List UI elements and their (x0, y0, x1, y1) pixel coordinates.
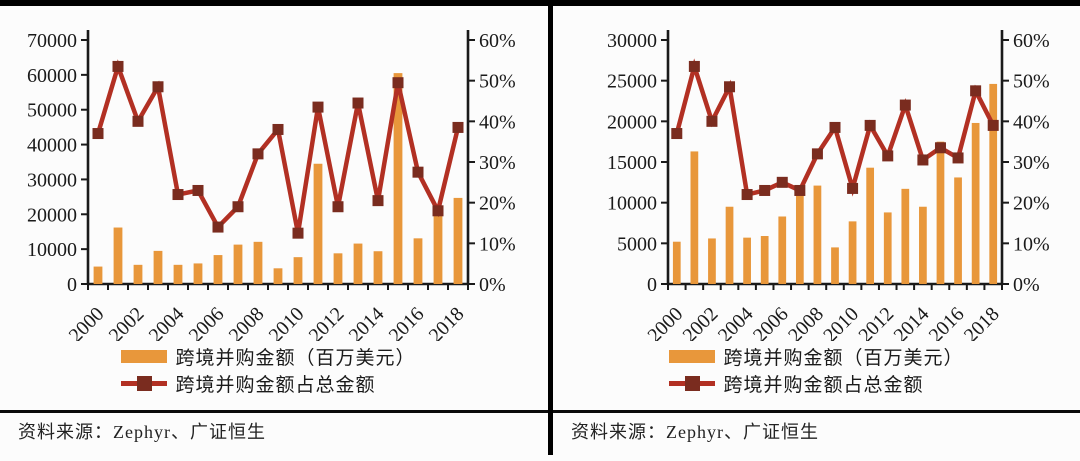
line-series-swatch-icon (121, 376, 168, 391)
svg-text:50%: 50% (1013, 71, 1050, 93)
right-chart-legend: 跨境并购金额（百万美元） 跨境并购金额占总金额 (669, 343, 963, 397)
legend-label-line: 跨境并购金额占总金额 (723, 375, 924, 396)
svg-text:2006: 2006 (749, 303, 793, 341)
svg-text:30000: 30000 (27, 169, 77, 191)
svg-text:10%: 10% (479, 233, 516, 255)
svg-text:30%: 30% (1013, 152, 1050, 174)
svg-text:60%: 60% (1013, 30, 1050, 52)
svg-text:2014: 2014 (345, 303, 389, 341)
legend-item-line: 跨境并购金额占总金额 (121, 370, 415, 397)
source-text: 资料来源：Zephyr、广证恒生 (571, 422, 819, 442)
svg-text:2010: 2010 (819, 303, 863, 341)
svg-text:20000: 20000 (607, 111, 657, 133)
svg-text:2012: 2012 (305, 303, 349, 341)
top-border-rule (0, 0, 1080, 6)
svg-text:10%: 10% (1013, 233, 1050, 255)
svg-text:2012: 2012 (854, 303, 898, 341)
svg-text:2004: 2004 (145, 303, 189, 341)
line-swatch-marker (685, 376, 701, 391)
svg-text:5000: 5000 (617, 233, 657, 255)
svg-text:2002: 2002 (679, 303, 723, 341)
svg-text:25000: 25000 (607, 71, 657, 93)
chart-panel-right: 0 5000 10000 15000 20000 25000 30000 0% 10% 20% 30… (553, 6, 1080, 410)
svg-text:20%: 20% (1013, 193, 1050, 215)
svg-text:40000: 40000 (27, 135, 77, 157)
svg-text:60%: 60% (479, 30, 516, 52)
legend-item-line: 跨境并购金额占总金额 (669, 370, 963, 397)
svg-text:40%: 40% (479, 111, 516, 133)
legend-label-line: 跨境并购金额占总金额 (175, 375, 376, 396)
right-combo-chart: 0 5000 10000 15000 20000 25000 30000 0% 10% 20% 30… (607, 30, 1050, 341)
svg-text:2018: 2018 (425, 303, 469, 341)
legend-item-bar: 跨境并购金额（百万美元） (121, 343, 415, 370)
svg-text:0%: 0% (479, 274, 506, 296)
svg-text:0: 0 (647, 274, 657, 296)
svg-text:40%: 40% (1013, 111, 1050, 133)
chart-panel-left: 0 10000 20000 30000 40000 50000 60000 70000 0% 10… (0, 6, 537, 410)
svg-text:2002: 2002 (105, 303, 149, 341)
svg-text:0%: 0% (1013, 274, 1040, 296)
svg-text:2004: 2004 (714, 303, 758, 341)
svg-text:15000: 15000 (607, 152, 657, 174)
svg-text:30%: 30% (479, 152, 516, 174)
svg-text:10000: 10000 (607, 193, 657, 215)
line-swatch-marker (137, 376, 153, 391)
left-chart-legend: 跨境并购金额（百万美元） 跨境并购金额占总金额 (121, 343, 415, 397)
svg-text:20000: 20000 (27, 204, 77, 226)
svg-text:2000: 2000 (643, 303, 687, 341)
source-text: 资料来源：Zephyr、广证恒生 (18, 422, 266, 442)
svg-text:50%: 50% (479, 71, 516, 93)
svg-text:30000: 30000 (607, 30, 657, 52)
legend-item-bar: 跨境并购金额（百万美元） (669, 343, 963, 370)
bar-series-swatch-icon (669, 350, 716, 363)
bar-series-swatch-icon (121, 350, 168, 363)
svg-text:2014: 2014 (890, 303, 934, 341)
svg-text:2018: 2018 (960, 303, 1004, 341)
source-divider-rule (0, 410, 1080, 413)
svg-text:0: 0 (67, 274, 77, 296)
svg-text:2000: 2000 (65, 303, 109, 341)
svg-text:2016: 2016 (925, 303, 969, 341)
svg-text:2006: 2006 (185, 303, 229, 341)
source-note-right: 资料来源：Zephyr、广证恒生 (571, 418, 819, 444)
panel-divider-rule (548, 0, 553, 455)
legend-label-bar: 跨境并购金额（百万美元） (175, 348, 416, 369)
svg-text:2016: 2016 (385, 303, 429, 341)
svg-text:20%: 20% (479, 193, 516, 215)
svg-text:70000: 70000 (27, 30, 77, 52)
line-series-swatch-icon (669, 376, 716, 391)
source-note-left: 资料来源：Zephyr、广证恒生 (18, 418, 266, 444)
svg-text:2010: 2010 (265, 303, 309, 341)
svg-text:2008: 2008 (225, 303, 269, 341)
svg-text:2008: 2008 (784, 303, 828, 341)
legend-label-bar: 跨境并购金额（百万美元） (723, 348, 964, 369)
svg-text:60000: 60000 (27, 65, 77, 87)
left-combo-chart: 0 10000 20000 30000 40000 50000 60000 70000 0% 10… (27, 30, 516, 341)
svg-text:10000: 10000 (27, 239, 77, 261)
svg-text:50000: 50000 (27, 100, 77, 122)
